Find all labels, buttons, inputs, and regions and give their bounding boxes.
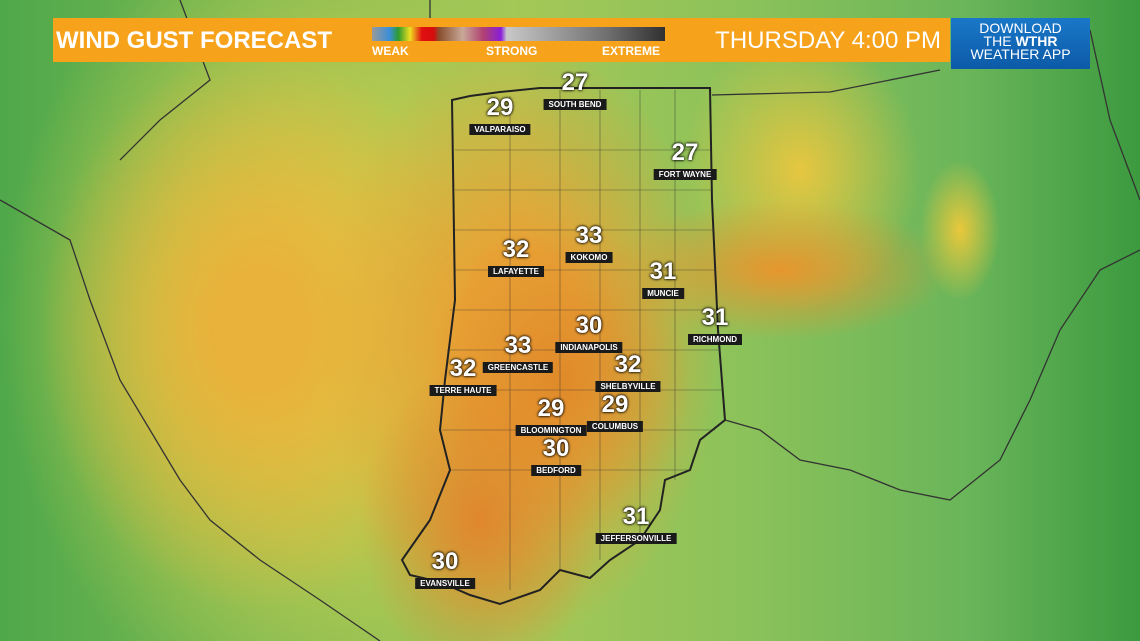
- forecast-time: THURSDAY 4:00 PM: [715, 27, 941, 54]
- city-marker: 30 EVANSVILLE: [415, 548, 475, 591]
- city-marker: 29 COLUMBUS: [586, 391, 644, 434]
- city-marker: 31 MUNCIE: [642, 258, 684, 301]
- city-name: FORT WAYNE: [653, 169, 717, 180]
- city-marker: 29 BLOOMINGTON: [515, 395, 587, 438]
- header-bar: WIND GUST FORECAST WEAK STRONG EXTREME T…: [53, 18, 950, 62]
- city-name: VALPARAISO: [469, 124, 531, 135]
- page-title: WIND GUST FORECAST: [56, 27, 332, 54]
- city-marker: 31 JEFFERSONVILLE: [595, 503, 677, 546]
- legend-strong: STRONG: [486, 44, 538, 58]
- city-name: JEFFERSONVILLE: [595, 533, 677, 544]
- city-marker: 30 INDIANAPOLIS: [555, 312, 623, 355]
- indiana-outline: [400, 87, 727, 606]
- city-marker: 32 SHELBYVILLE: [595, 351, 661, 394]
- gust-value: 29: [537, 395, 565, 422]
- gust-value: 27: [561, 69, 589, 96]
- wthr-brand: WTHR: [1015, 33, 1058, 49]
- gust-color-scale: [372, 27, 665, 41]
- city-name: INDIANAPOLIS: [555, 342, 623, 353]
- gust-value: 30: [542, 435, 570, 462]
- gust-value: 30: [431, 548, 459, 575]
- promo-line3: WEATHER APP: [970, 46, 1071, 62]
- city-marker: 27 SOUTH BEND: [543, 69, 607, 112]
- gust-value: 31: [622, 503, 650, 530]
- city-name: KOKOMO: [565, 252, 613, 263]
- city-marker: 31 RICHMOND: [688, 304, 742, 347]
- city-marker: 29 VALPARAISO: [469, 94, 531, 137]
- gust-value: 33: [575, 222, 603, 249]
- gust-value: 33: [504, 332, 532, 359]
- gust-value: 32: [449, 355, 477, 382]
- legend-extreme: EXTREME: [602, 44, 661, 58]
- gust-value: 30: [575, 312, 603, 339]
- city-name: RICHMOND: [688, 334, 742, 345]
- city-name: SOUTH BEND: [543, 99, 607, 110]
- city-name: MUNCIE: [642, 288, 684, 299]
- gust-value: 31: [649, 258, 677, 285]
- gust-value: 32: [502, 236, 530, 263]
- gust-value: 27: [671, 139, 699, 166]
- city-name: LAFAYETTE: [488, 266, 544, 277]
- gust-value: 29: [486, 94, 514, 121]
- city-name: GREENCASTLE: [482, 362, 554, 373]
- city-marker: 30 BEDFORD: [531, 435, 581, 478]
- city-marker: 33 GREENCASTLE: [482, 332, 554, 375]
- download-app-promo[interactable]: DOWNLOAD THE WTHR WEATHER APP: [951, 18, 1090, 69]
- city-name: TERRE HAUTE: [429, 385, 497, 396]
- city-marker: 33 KOKOMO: [565, 222, 613, 265]
- city-name: COLUMBUS: [586, 421, 644, 432]
- city-name: EVANSVILLE: [415, 578, 475, 589]
- promo-line1: DOWNLOAD: [979, 20, 1062, 36]
- city-name: BLOOMINGTON: [515, 425, 587, 436]
- promo-line2: THE WTHR: [983, 33, 1058, 49]
- city-name: SHELBYVILLE: [595, 381, 661, 392]
- gust-value: 32: [614, 351, 642, 378]
- city-marker: 27 FORT WAYNE: [653, 139, 717, 182]
- gust-value: 31: [701, 304, 729, 331]
- legend-weak: WEAK: [372, 44, 409, 58]
- city-marker: 32 TERRE HAUTE: [429, 355, 497, 398]
- gust-value: 29: [601, 391, 629, 418]
- city-name: BEDFORD: [531, 465, 581, 476]
- city-marker: 32 LAFAYETTE: [488, 236, 544, 279]
